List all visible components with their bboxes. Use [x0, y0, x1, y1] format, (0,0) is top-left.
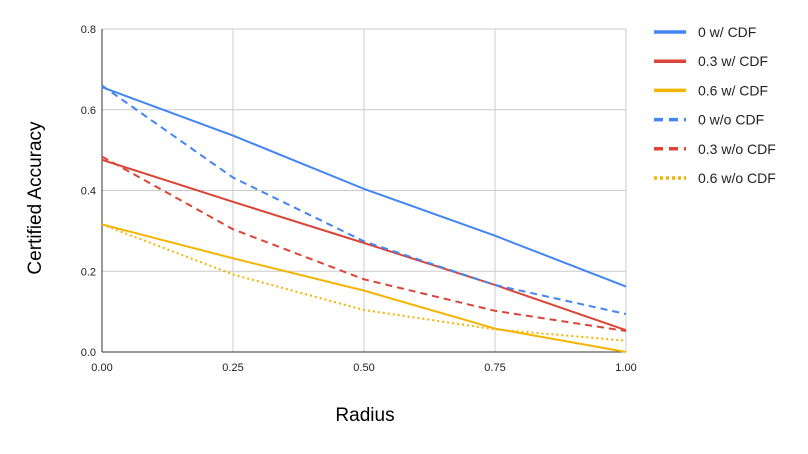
- tick-labels: 0.00 0.25 0.50 0.75 1.00 0.0 0.2 0.4 0.6 0.8: [81, 24, 637, 374]
- x-tick-label: 0.25: [222, 362, 243, 374]
- x-tick-label: 0.75: [484, 362, 505, 374]
- series-line-0-w-o-cdf: [101, 84, 627, 316]
- x-axis-title: Radius: [335, 405, 394, 426]
- legend-label: 0.3 w/ CDF: [698, 53, 768, 69]
- legend-label: 0 w/o CDF: [698, 112, 764, 128]
- y-tick-label: 0.4: [81, 186, 96, 198]
- legend-label: 0 w/ CDF: [698, 24, 756, 40]
- legend: 0 w/ CDF 0.3 w/ CDF 0.6 w/ CDF 0 w/o CDF 0.3…: [654, 24, 776, 186]
- y-tick-label: 0.0: [81, 347, 96, 359]
- legend-label: 0.6 w/ CDF: [698, 82, 768, 98]
- legend-label: 0.3 w/o CDF: [698, 141, 776, 157]
- y-tick-label: 0.6: [81, 105, 96, 117]
- x-tick-label: 1.00: [615, 362, 636, 374]
- y-tick-label: 0.2: [81, 266, 96, 278]
- series-line-0-3-w-o-cdf: [101, 155, 627, 332]
- y-axis-title: Certified Accuracy: [25, 121, 46, 275]
- series-lines: [101, 84, 627, 353]
- series-line-0-w-cdf: [101, 86, 627, 288]
- series-line-0-6-w-o-cdf: [101, 223, 627, 342]
- legend-label: 0.6 w/o CDF: [698, 170, 776, 186]
- axes: [101, 29, 626, 353]
- x-tick-label: 0.00: [91, 362, 112, 374]
- x-tick-label: 0.50: [353, 362, 374, 374]
- y-tick-label: 0.8: [81, 24, 96, 36]
- series-line-0-6-w-cdf: [101, 223, 627, 353]
- series-line-0-3-w-cdf: [101, 158, 627, 332]
